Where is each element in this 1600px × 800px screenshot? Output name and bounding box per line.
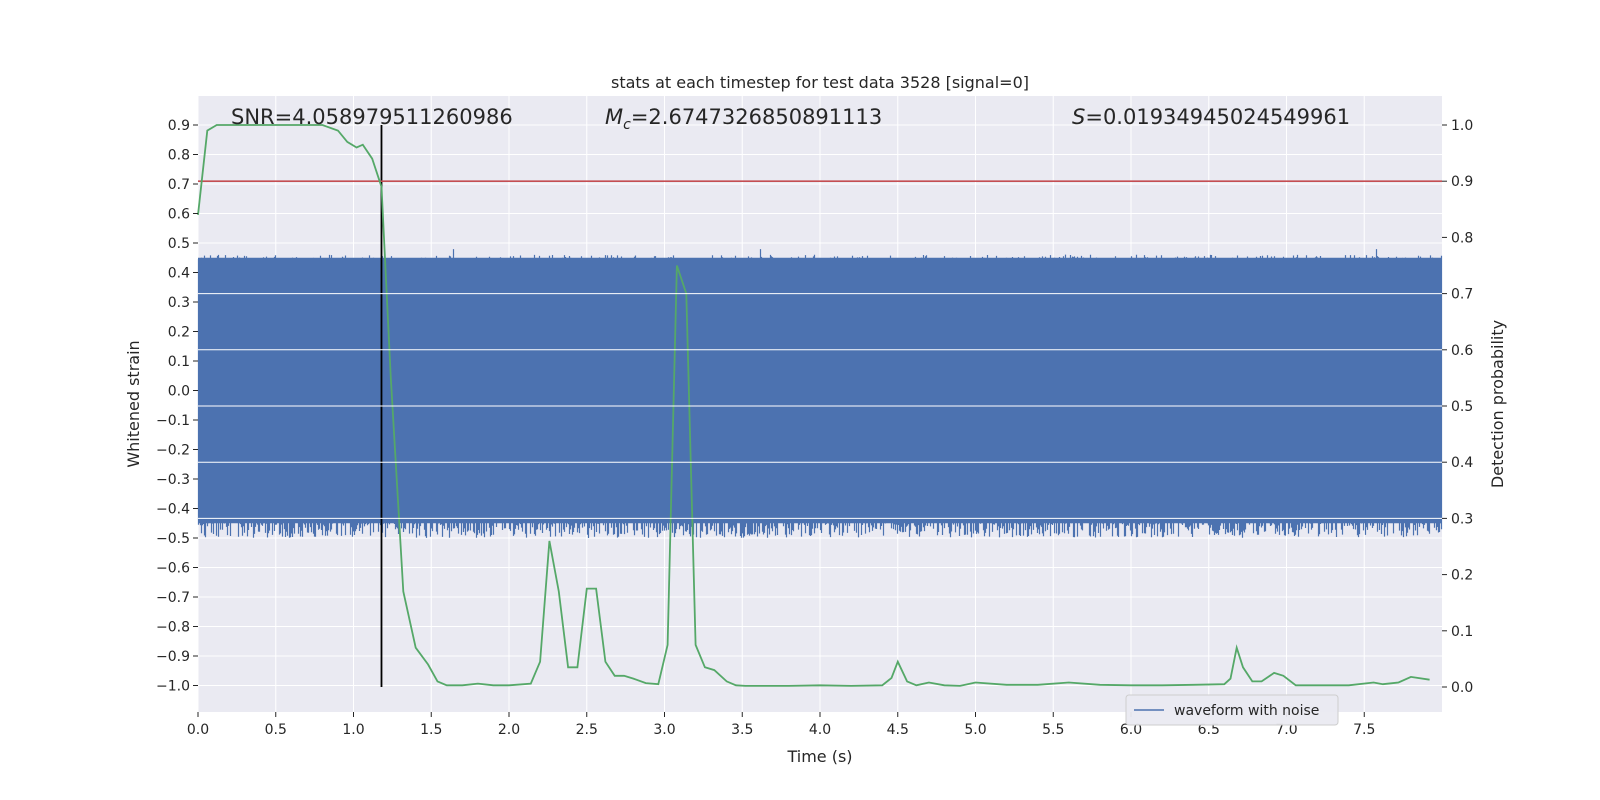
y-tick-label: −0.2 [156,443,190,459]
snr-annotation: SNR=4.058979511260986 [231,105,513,129]
y-tick-label: −0.9 [156,649,190,665]
y-tick-label: 0.7 [168,177,190,193]
legend-box [1125,694,1339,726]
x-tick-label: 5.5 [1042,722,1064,738]
y-tick-label: −0.4 [156,502,190,518]
y-tick-label: −0.8 [156,620,190,636]
y-tick-label: −0.6 [156,561,190,577]
x-axis: 0.0 0.5 1.0 1.5 2.0 2.5 3.0 3.5 4.0 4.5 5.0 5.5 6.0 6… [187,712,1375,738]
waveform-series [197,249,1443,538]
y2-tick-label: 0.2 [1451,568,1473,584]
y-tick-label: −0.7 [156,590,190,606]
y-tick-label: −0.5 [156,531,190,547]
y-tick-label: 0.0 [168,384,190,400]
s-annotation: S=0.01934945024549961 [1072,105,1350,129]
y-tick-label: 0.2 [168,325,190,341]
chirp-mass-symbol: M [605,105,623,129]
y-tick-label: −0.3 [156,472,190,488]
x-tick-label: 7.0 [1275,722,1297,738]
y2-tick-label: 0.5 [1451,399,1473,415]
y2-tick-label: 0.3 [1451,511,1473,527]
x-tick-label: 2.5 [576,722,598,738]
chart-title: stats at each timestep for test data 352… [611,73,1029,92]
x-tick-label: 4.0 [809,722,831,738]
y-tick-label: −0.1 [156,413,190,429]
x-tick-label: 0.5 [265,722,287,738]
x-tick-label: 1.5 [420,722,442,738]
y2-tick-label: 0.1 [1451,624,1473,640]
x-tick-label: 6.0 [1120,722,1142,738]
y2-tick-label: 0.8 [1451,230,1473,246]
chirp-mass-subscript: c [623,117,631,133]
y-tick-label: 0.4 [168,266,190,282]
s-symbol: S [1072,105,1085,129]
x-tick-label: 7.5 [1353,722,1375,738]
secondary-grid [198,293,1442,519]
x-tick-label: 4.5 [887,722,909,738]
y2-tick-label: 0.9 [1451,174,1473,190]
x-tick-label: 1.0 [342,722,364,738]
x-tick-label: 2.0 [498,722,520,738]
waveform-core [198,257,1442,524]
y-tick-label: 0.1 [168,354,190,370]
y2-tick-label: 1.0 [1451,118,1473,134]
legend-label: waveform with noise [1174,703,1319,719]
x-tick-label: 6.5 [1198,722,1220,738]
y2-tick-label: 0.6 [1451,343,1473,359]
y-tick-label: 0.8 [168,148,190,164]
y2-axis: 1.0 0.9 0.8 0.7 0.6 0.5 0.4 0.3 0.2 0.1 0.0 [1442,118,1473,696]
x-tick-label: 3.5 [731,722,753,738]
y-tick-label: 0.9 [168,118,190,134]
y-axis: 0.9 0.8 0.7 0.6 0.5 0.4 0.3 0.2 0.1 0.0 −0.1 −0.2 −0… [156,118,198,695]
y-axis-label: Whitened strain [124,340,143,467]
s-value: =0.01934945024549961 [1085,105,1350,129]
y2-axis-label: Detection probability [1488,320,1507,488]
x-tick-label: 5.0 [964,722,986,738]
x-tick-label: 3.0 [653,722,675,738]
y2-tick-label: 0.7 [1451,287,1473,303]
y-tick-label: −1.0 [156,679,190,695]
y-tick-label: 0.3 [168,295,190,311]
y2-tick-label: 0.4 [1451,455,1473,471]
chirp-mass-value: =2.6747326850891113 [631,105,882,129]
x-tick-label: 0.0 [187,722,209,738]
x-axis-label: Time (s) [786,747,852,766]
legend: waveform with noise [1125,694,1339,726]
y-tick-label: 0.5 [168,236,190,252]
chirp-mass-annotation: Mc=2.6747326850891113 [605,105,882,133]
y2-tick-label: 0.0 [1451,680,1473,696]
y-tick-label: 0.6 [168,207,190,223]
